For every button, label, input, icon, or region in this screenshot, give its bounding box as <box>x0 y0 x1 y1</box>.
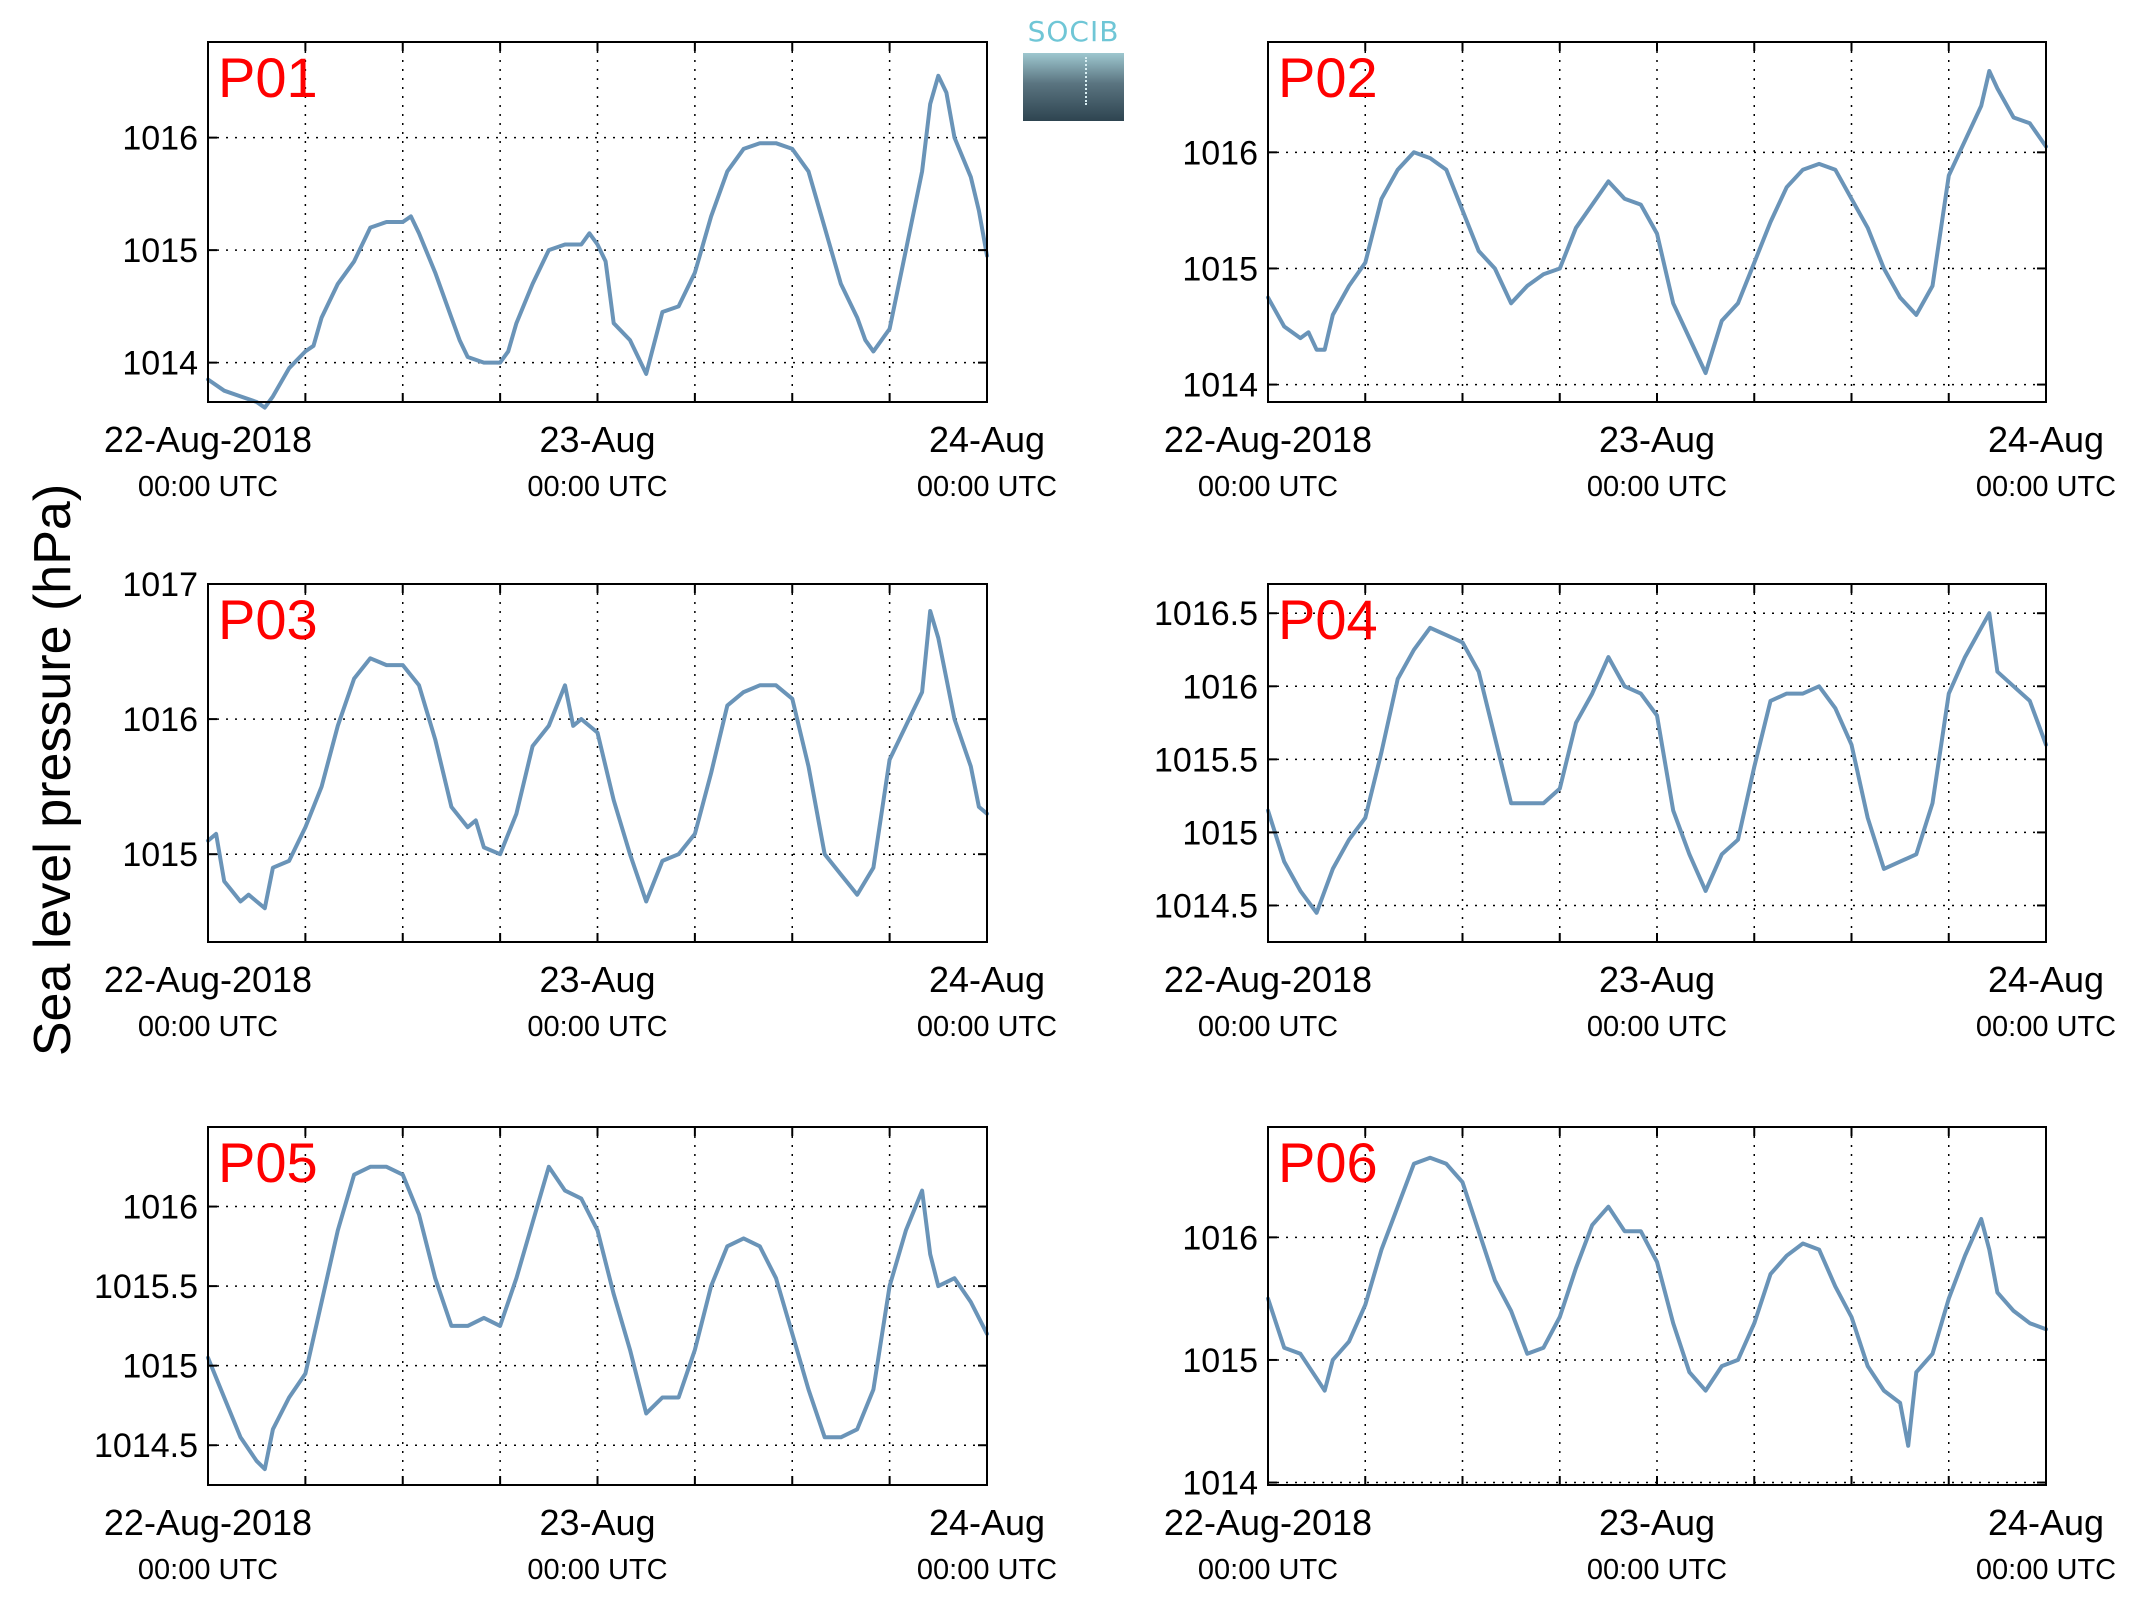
x-tick-label: 23-Aug <box>539 419 655 460</box>
x-tick-label: 23-Aug <box>539 1502 655 1543</box>
series-line-p06 <box>1266 1155 2048 1448</box>
y-tick-label: 1016 <box>1182 1219 1258 1257</box>
x-tick-sublabel: 00:00 UTC <box>1198 1011 1338 1043</box>
panel-label: P05 <box>218 1131 318 1194</box>
logo-text: SOCIB <box>1027 15 1120 48</box>
x-tick-sublabel: 00:00 UTC <box>527 1011 667 1043</box>
x-tick-sublabel: 00:00 UTC <box>138 1011 278 1043</box>
logo-box <box>1023 53 1124 121</box>
x-tick-label: 22-Aug-2018 <box>1164 1502 1372 1543</box>
y-tick-label: 1015.5 <box>94 1268 198 1306</box>
y-tick-label: 1014.5 <box>94 1427 198 1465</box>
x-tick-label: 24-Aug <box>1988 1502 2104 1543</box>
x-tick-label: 24-Aug <box>1988 959 2104 1000</box>
y-tick-label: 1015 <box>1182 814 1258 852</box>
series-line-p03 <box>206 609 989 911</box>
x-tick-label: 23-Aug <box>539 959 655 1000</box>
panel-label: P06 <box>1278 1131 1378 1194</box>
x-tick-sublabel: 00:00 UTC <box>1198 1554 1338 1586</box>
y-tick-label: 1015 <box>122 232 198 270</box>
x-tick-label: 23-Aug <box>1599 419 1715 460</box>
y-tick-label: 1017 <box>122 566 198 604</box>
x-tick-sublabel: 00:00 UTC <box>1198 471 1338 503</box>
x-tick-sublabel: 00:00 UTC <box>527 471 667 503</box>
x-tick-sublabel: 00:00 UTC <box>1587 1011 1727 1043</box>
panel-p01: 1014 1015 1016 22-Aug-2018 00:00 UTC 23-Aug 00… <box>104 41 1057 503</box>
socib-logo: SOCIB <box>1023 15 1124 121</box>
x-tick-sublabel: 00:00 UTC <box>1976 1011 2116 1043</box>
y-tick-label: 1014 <box>1182 1465 1258 1503</box>
panel-label: P02 <box>1278 46 1378 109</box>
y-tick-label: 1016 <box>122 1189 198 1227</box>
panel-p04: 1014.5 1015 1015.5 1016 1016.5 22-Aug-2018 00:… <box>1154 583 2116 1043</box>
x-tick-sublabel: 00:00 UTC <box>917 1011 1057 1043</box>
x-tick-sublabel: 00:00 UTC <box>1587 1554 1727 1586</box>
x-tick-label: 24-Aug <box>929 1502 1045 1543</box>
y-tick-label: 1016 <box>122 120 198 158</box>
y-tick-label: 1015.5 <box>1154 741 1258 779</box>
x-tick-label: 22-Aug-2018 <box>104 1502 312 1543</box>
y-tick-label: 1015 <box>122 836 198 874</box>
series-line-p04 <box>1266 611 2048 915</box>
y-tick-label: 1016 <box>122 701 198 739</box>
x-tick-label: 22-Aug-2018 <box>1164 959 1372 1000</box>
x-tick-sublabel: 00:00 UTC <box>917 1554 1057 1586</box>
x-tick-label: 22-Aug-2018 <box>104 419 312 460</box>
x-tick-label: 24-Aug <box>929 959 1045 1000</box>
panel-p05: 1014.5 1015 1015.5 1016 22-Aug-2018 00:00 UTC… <box>94 1126 1057 1586</box>
x-tick-sublabel: 00:00 UTC <box>1587 471 1727 503</box>
x-tick-sublabel: 00:00 UTC <box>1976 1554 2116 1586</box>
y-tick-label: 1014 <box>122 345 198 383</box>
y-tick-label: 1014.5 <box>1154 887 1258 925</box>
y-tick-label: 1016.5 <box>1154 595 1258 633</box>
x-tick-sublabel: 00:00 UTC <box>1976 471 2116 503</box>
x-tick-label: 24-Aug <box>929 419 1045 460</box>
y-axis-label: Sea level pressure (hPa) <box>24 484 82 1056</box>
panel-p02: 1014 1015 1016 22-Aug-2018 00:00 UTC 23-Aug 00… <box>1164 41 2116 503</box>
panel-p03: 1015 1016 1017 22-Aug-2018 00:00 UTC 23-Aug 00… <box>104 566 1057 1043</box>
x-tick-label: 24-Aug <box>1988 419 2104 460</box>
series-line-p01 <box>206 73 989 410</box>
y-tick-label: 1016 <box>1182 668 1258 706</box>
y-tick-label: 1015 <box>1182 250 1258 288</box>
y-tick-label: 1015 <box>122 1348 198 1386</box>
series-line-p02 <box>1266 69 2048 375</box>
y-tick-label: 1014 <box>1182 367 1258 405</box>
x-tick-sublabel: 00:00 UTC <box>138 1554 278 1586</box>
x-tick-sublabel: 00:00 UTC <box>527 1554 667 1586</box>
x-tick-label: 22-Aug-2018 <box>104 959 312 1000</box>
x-tick-label: 23-Aug <box>1599 959 1715 1000</box>
y-tick-label: 1015 <box>1182 1342 1258 1380</box>
x-tick-label: 22-Aug-2018 <box>1164 419 1372 460</box>
panel-label: P01 <box>218 46 318 109</box>
x-tick-sublabel: 00:00 UTC <box>138 471 278 503</box>
series-line-p05 <box>206 1164 989 1472</box>
panel-p06: 1014 1015 1016 22-Aug-2018 00:00 UTC 23-Aug 00… <box>1164 1126 2116 1586</box>
panel-label: P03 <box>218 588 318 651</box>
logo-dots <box>1085 57 1087 105</box>
x-tick-sublabel: 00:00 UTC <box>917 471 1057 503</box>
y-tick-label: 1016 <box>1182 134 1258 172</box>
x-tick-label: 23-Aug <box>1599 1502 1715 1543</box>
panel-label: P04 <box>1278 588 1378 651</box>
